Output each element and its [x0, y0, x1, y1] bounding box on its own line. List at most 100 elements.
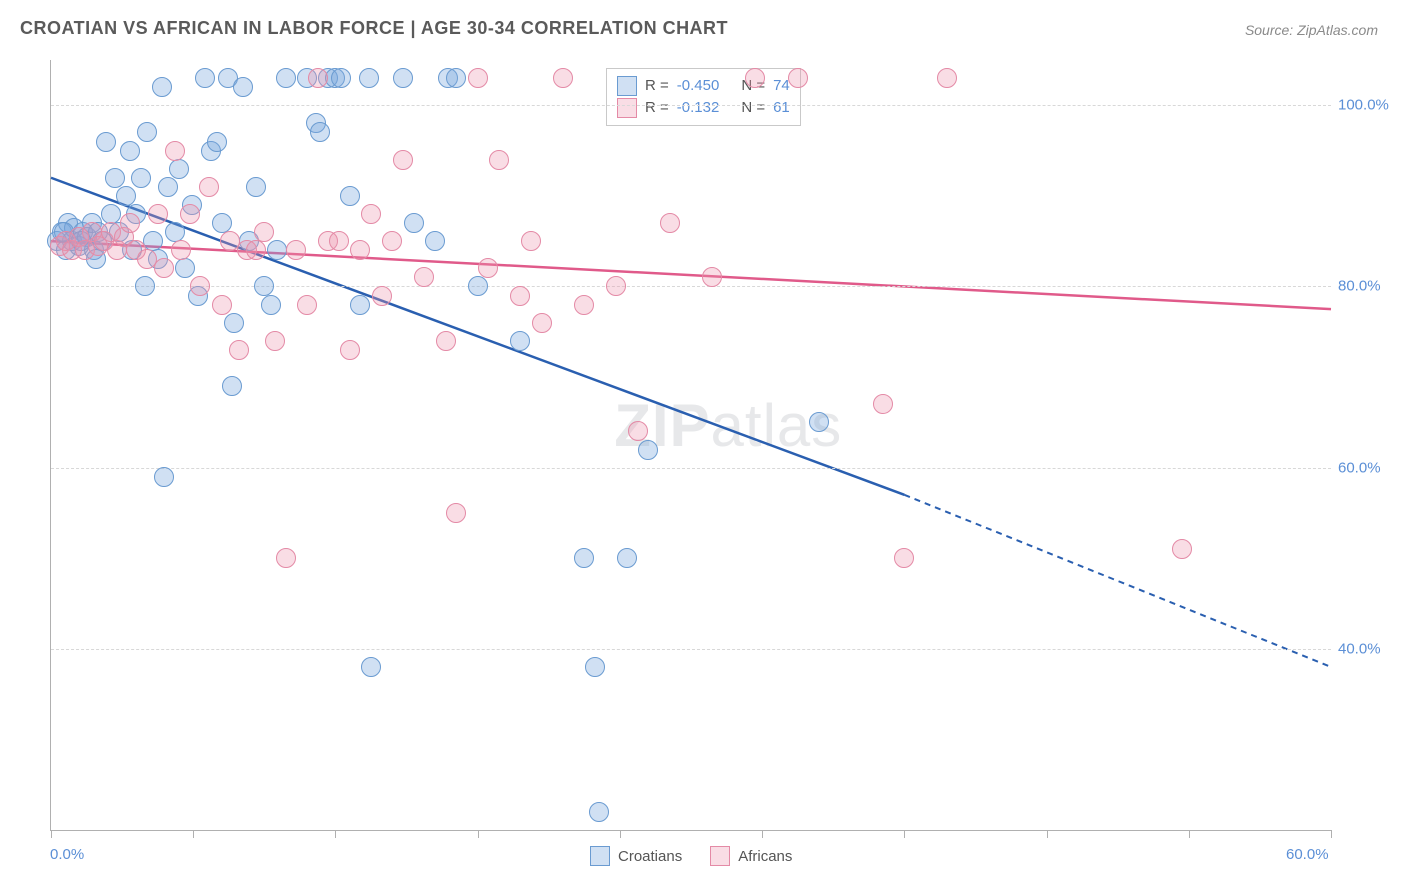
gridline: [51, 468, 1331, 469]
data-point: [873, 394, 893, 414]
data-point: [359, 68, 379, 88]
data-point: [267, 240, 287, 260]
data-point: [788, 68, 808, 88]
y-tick-label: 80.0%: [1338, 278, 1393, 295]
x-axis-label: 0.0%: [50, 846, 84, 863]
legend-series-name: Croatians: [618, 848, 682, 865]
data-point: [276, 68, 296, 88]
data-point: [116, 186, 136, 206]
data-point: [261, 295, 281, 315]
data-point: [137, 122, 157, 142]
data-point: [425, 231, 445, 251]
x-tick: [1047, 830, 1048, 838]
data-point: [702, 267, 722, 287]
legend-row: R =-0.132N =61: [617, 97, 790, 119]
data-point: [120, 141, 140, 161]
data-point: [165, 222, 185, 242]
data-point: [246, 240, 266, 260]
data-point: [265, 331, 285, 351]
x-tick: [904, 830, 905, 838]
data-point: [276, 548, 296, 568]
data-point: [143, 231, 163, 251]
data-point: [329, 231, 349, 251]
data-point: [521, 231, 541, 251]
data-point: [135, 276, 155, 296]
x-tick: [51, 830, 52, 838]
data-point: [745, 68, 765, 88]
data-point: [894, 548, 914, 568]
data-point: [120, 213, 140, 233]
data-point: [169, 159, 189, 179]
data-point: [393, 68, 413, 88]
data-point: [331, 68, 351, 88]
data-point: [489, 150, 509, 170]
data-point: [286, 240, 306, 260]
gridline: [51, 649, 1331, 650]
y-tick-label: 60.0%: [1338, 459, 1393, 476]
data-point: [229, 340, 249, 360]
legend-n-value: 61: [773, 97, 790, 119]
data-point: [510, 286, 530, 306]
data-point: [165, 141, 185, 161]
data-point: [224, 313, 244, 333]
chart-title: CROATIAN VS AFRICAN IN LABOR FORCE | AGE…: [20, 18, 728, 39]
data-point: [436, 331, 456, 351]
x-tick: [620, 830, 621, 838]
legend-r-label: R =: [645, 75, 669, 97]
data-point: [809, 412, 829, 432]
data-point: [574, 295, 594, 315]
data-point: [350, 295, 370, 315]
data-point: [660, 213, 680, 233]
data-point: [212, 213, 232, 233]
data-point: [152, 77, 172, 97]
x-axis-label: 60.0%: [1286, 846, 1329, 863]
data-point: [148, 204, 168, 224]
data-point: [414, 267, 434, 287]
legend-series-name: Africans: [738, 848, 792, 865]
data-point: [222, 376, 242, 396]
y-tick-label: 100.0%: [1338, 97, 1393, 114]
x-tick: [1331, 830, 1332, 838]
data-point: [510, 331, 530, 351]
data-point: [195, 68, 215, 88]
data-point: [96, 132, 116, 152]
data-point: [393, 150, 413, 170]
data-point: [404, 213, 424, 233]
x-tick: [762, 830, 763, 838]
x-tick: [1189, 830, 1190, 838]
data-point: [638, 440, 658, 460]
data-point: [361, 657, 381, 677]
data-point: [190, 276, 210, 296]
data-point: [478, 258, 498, 278]
data-point: [212, 295, 232, 315]
series-legend: Croatians Africans: [590, 846, 792, 866]
x-tick: [478, 830, 479, 838]
data-point: [574, 548, 594, 568]
y-tick-label: 40.0%: [1338, 640, 1393, 657]
data-point: [585, 657, 605, 677]
data-point: [233, 77, 253, 97]
correlation-legend: R =-0.450N =74R =-0.132N =61: [606, 68, 801, 126]
legend-item: Africans: [710, 846, 792, 866]
plot-area: ZIPatlas R =-0.450N =74R =-0.132N =61 40…: [50, 60, 1331, 831]
data-point: [171, 240, 191, 260]
data-point: [340, 186, 360, 206]
data-point: [372, 286, 392, 306]
data-point: [246, 177, 266, 197]
legend-swatch: [710, 846, 730, 866]
data-point: [175, 258, 195, 278]
data-point: [361, 204, 381, 224]
legend-item: Croatians: [590, 846, 682, 866]
gridline: [51, 105, 1331, 106]
data-point: [589, 802, 609, 822]
data-point: [468, 68, 488, 88]
data-point: [254, 222, 274, 242]
data-point: [199, 177, 219, 197]
legend-r-value: -0.450: [677, 75, 720, 97]
legend-r-value: -0.132: [677, 97, 720, 119]
data-point: [382, 231, 402, 251]
legend-swatch: [617, 98, 637, 118]
gridline: [51, 286, 1331, 287]
regression-lines: [51, 60, 1331, 830]
x-tick: [335, 830, 336, 838]
